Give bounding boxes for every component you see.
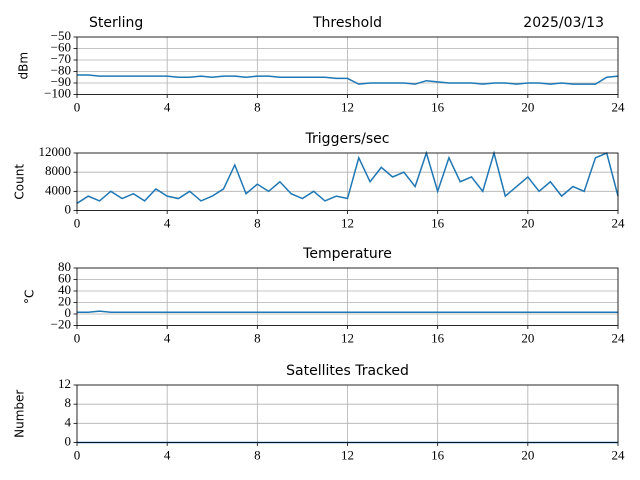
y-tick-label: 0: [65, 433, 72, 448]
y-tick-label: 12000: [39, 144, 72, 159]
plot-frame: [76, 267, 619, 326]
x-tick-label: 8: [254, 330, 261, 345]
plot-frame: [76, 152, 619, 211]
plot-frame: [76, 36, 619, 95]
y-tick-label: 0: [65, 201, 72, 216]
x-tick-label: 4: [164, 447, 171, 462]
x-tick-label: 0: [74, 99, 81, 114]
x-tick-label: 4: [164, 330, 171, 345]
y-tick-label: 4: [65, 414, 72, 429]
x-tick-label: 4: [164, 215, 171, 230]
y-tick-label: 12: [58, 376, 71, 391]
x-tick-label: 20: [521, 215, 534, 230]
x-tick-label: 16: [431, 99, 445, 114]
x-tick-label: 24: [612, 330, 626, 345]
chart-title: Threshold: [312, 15, 382, 31]
y-axis-label: Number: [13, 390, 27, 438]
x-tick-label: 16: [431, 215, 445, 230]
chart-title: Triggers/sec: [305, 131, 390, 147]
y-tick-label: 60: [58, 270, 71, 285]
x-tick-label: 4: [164, 99, 171, 114]
x-tick-label: 20: [521, 447, 534, 462]
x-tick-label: 24: [612, 99, 626, 114]
x-tick-label: 12: [341, 215, 354, 230]
y-tick-label: 80: [58, 259, 71, 274]
x-tick-label: 0: [74, 447, 81, 462]
data-line: [76, 150, 619, 204]
y-tick-label: −100: [44, 85, 71, 100]
y-tick-label: −50: [51, 28, 71, 43]
x-tick-label: 16: [431, 330, 445, 345]
y-tick-label: 8: [65, 395, 72, 410]
y-tick-label: 0: [65, 305, 72, 320]
x-tick-label: 24: [612, 447, 626, 462]
y-axis-label: dBm: [17, 52, 31, 80]
x-tick-label: 12: [341, 447, 354, 462]
y-tick-label: −70: [51, 51, 71, 66]
x-tick-label: 20: [521, 99, 534, 114]
x-tick-label: 12: [341, 99, 354, 114]
x-tick-label: 8: [254, 447, 261, 462]
data-line: [77, 74, 619, 85]
x-tick-label: 16: [431, 447, 445, 462]
y-axis-label: °C: [23, 290, 37, 304]
x-tick-label: 24: [612, 215, 626, 230]
y-tick-label: −20: [51, 316, 71, 331]
y-axis-label: Count: [13, 164, 27, 200]
chart-title: Temperature: [302, 246, 392, 262]
y-tick-label: −60: [51, 39, 71, 54]
y-tick-label: −90: [51, 74, 71, 89]
y-tick-label: 4000: [45, 182, 71, 197]
x-tick-label: 8: [254, 215, 261, 230]
plot-frame: [76, 384, 619, 443]
y-tick-label: 8000: [45, 163, 71, 178]
x-tick-label: 8: [254, 99, 261, 114]
date: 2025/03/13: [523, 15, 604, 31]
x-tick-label: 0: [74, 215, 81, 230]
chart-title: Satellites Tracked: [286, 363, 409, 379]
location: Sterling: [89, 15, 143, 31]
y-tick-label: −80: [51, 62, 71, 77]
data-line: [77, 310, 618, 314]
x-tick-label: 12: [341, 330, 354, 345]
x-tick-label: 20: [521, 330, 534, 345]
y-tick-label: 40: [58, 282, 71, 297]
y-tick-label: 20: [58, 293, 71, 308]
x-tick-label: 0: [74, 330, 81, 345]
